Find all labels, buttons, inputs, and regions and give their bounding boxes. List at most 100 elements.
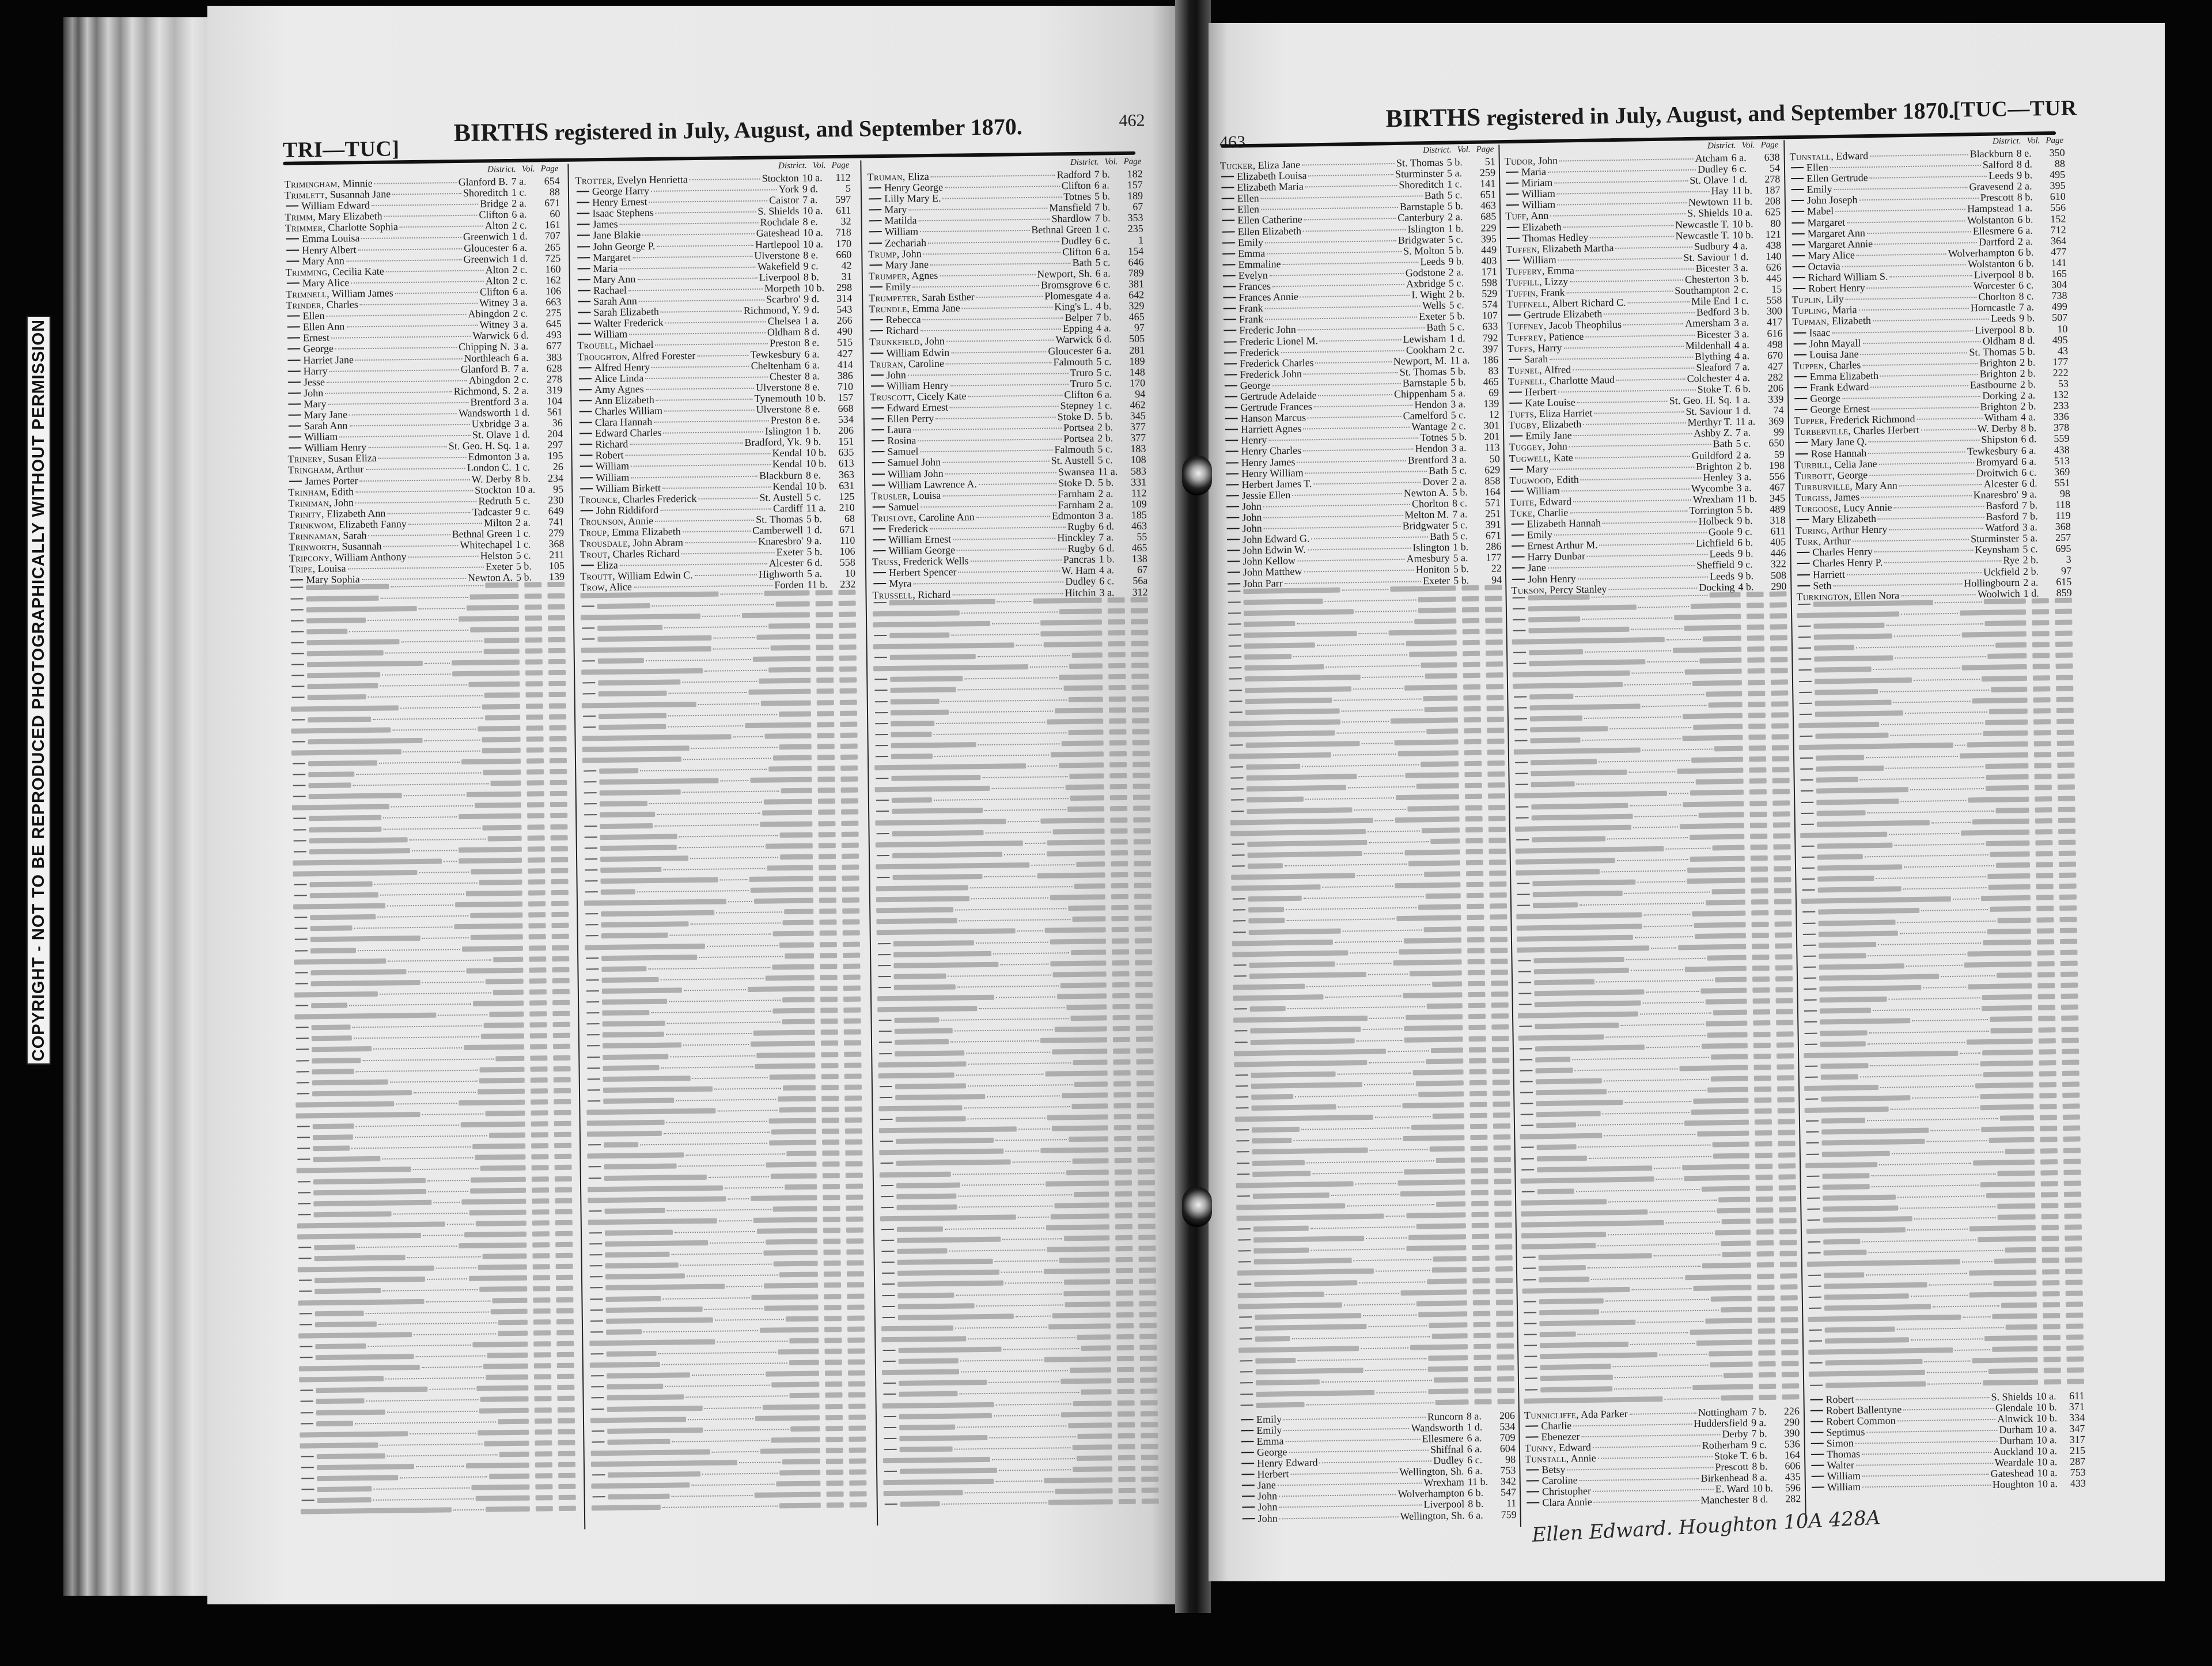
dot-leader (1634, 936, 1694, 938)
entry-page: 597 (828, 194, 851, 205)
dot-leader (1588, 1266, 1701, 1269)
text-blur (893, 973, 946, 979)
entry-district: Leeds (1420, 255, 1445, 267)
dot-leader (1292, 493, 1402, 496)
text-blur (1424, 706, 1458, 712)
dot-leader (1550, 466, 1695, 470)
text-blur (1250, 1038, 1355, 1045)
text-blur (1692, 1383, 1753, 1390)
text-blur (1535, 1044, 1645, 1051)
entry-district: Stockton (762, 172, 799, 184)
dot-leader (1634, 815, 1697, 817)
entry-page: 858 (1477, 475, 1500, 487)
text-blur (824, 1304, 842, 1311)
dot-leader (1926, 1140, 1987, 1143)
entry-district: Bath (1072, 256, 1092, 268)
dot-leader (352, 1025, 483, 1028)
text-blur (601, 987, 683, 994)
dot-leader (1914, 1217, 1996, 1220)
entry-forenames: Edith (1556, 474, 1579, 486)
same-surname-dash (1791, 189, 1804, 191)
entry-page: 668 (830, 403, 853, 414)
dot-leader (988, 1381, 1059, 1384)
entry-volume: 6 c. (1464, 1454, 1493, 1466)
dot-leader (682, 790, 780, 793)
same-surname-dash (1518, 960, 1531, 961)
dot-leader (1874, 550, 1974, 553)
entry-forenames: Charles Richard (612, 548, 680, 560)
entry-district: Stoke D. (1058, 411, 1094, 423)
column-header-district: District. (778, 161, 807, 173)
text-blur (1702, 635, 1741, 642)
dot-leader (710, 1241, 764, 1244)
entry-volume: 5 a. (1447, 387, 1476, 399)
dot-leader (1599, 760, 1690, 763)
text-blur (581, 701, 696, 708)
same-surname-dash (1513, 662, 1527, 665)
entry-district: Henley (1703, 471, 1733, 483)
text-blur (1750, 844, 1768, 850)
text-blur (1081, 1389, 1112, 1395)
text-blur (874, 786, 990, 793)
text-blur (1131, 662, 1149, 669)
entry-page: 615 (2048, 575, 2071, 588)
dot-leader (1616, 859, 1689, 862)
entry-district: Stoke D. (1058, 476, 1094, 489)
text-blur (1134, 904, 1152, 911)
same-surname-dash (1232, 898, 1245, 900)
dot-leader (1365, 1369, 1427, 1372)
text-blur (878, 1105, 963, 1112)
entry-volume: 5 c. (2019, 543, 2048, 555)
text-blur (839, 655, 857, 661)
text-blur (1111, 927, 1129, 933)
dot-leader (912, 427, 1062, 431)
text-blur (1425, 1058, 1464, 1065)
entry-forenames: Elizabeth Ann (327, 507, 386, 519)
text-blur (1490, 936, 1508, 942)
dot-leader (1658, 1353, 1707, 1356)
text-blur (789, 1360, 819, 1366)
dot-leader (660, 508, 772, 511)
dot-leader (351, 281, 484, 284)
dot-leader (1272, 383, 1401, 387)
text-blur (597, 603, 650, 609)
text-blur (844, 1095, 862, 1101)
text-blur (1714, 745, 1743, 752)
same-surname-dash (1506, 226, 1520, 228)
text-blur (1430, 838, 1460, 844)
text-blur (1134, 926, 1152, 933)
dot-leader (1554, 532, 1707, 536)
same-surname-dash (300, 1389, 313, 1391)
entry-page: 663 (538, 296, 561, 308)
text-blur (2032, 653, 2050, 659)
same-surname-dash (878, 975, 891, 978)
dot-leader (726, 1286, 763, 1288)
text-blur (532, 1253, 550, 1259)
text-blur (477, 725, 521, 732)
text-blur (893, 961, 999, 968)
dot-leader (662, 1297, 750, 1300)
text-blur (1494, 1178, 1512, 1184)
entry-page: 368 (541, 538, 564, 550)
text-blur (1141, 1455, 1158, 1460)
text-blur (1130, 608, 1148, 614)
entry-page: 625 (1758, 206, 1781, 218)
entry-forenames: Eliza (908, 171, 929, 182)
dot-leader (920, 449, 1053, 453)
same-surname-dash (1224, 385, 1237, 387)
entry-page: 336 (2046, 411, 2069, 423)
text-blur (753, 1217, 817, 1223)
text-blur (1418, 904, 1461, 910)
entry-volume: 9 c. (1734, 559, 1763, 571)
text-blur (816, 688, 834, 694)
same-surname-dash (294, 917, 308, 918)
entry-district: St. Thomas (1400, 365, 1447, 377)
text-blur (1997, 1214, 2036, 1220)
dot-leader (422, 981, 484, 983)
text-blur (1995, 642, 2027, 648)
dot-leader (649, 802, 763, 805)
entry-page: 265 (537, 241, 560, 252)
dot-leader (351, 1146, 471, 1149)
entry-forenames: Richard (918, 588, 950, 600)
entry-volume: 6 d. (1095, 520, 1124, 532)
